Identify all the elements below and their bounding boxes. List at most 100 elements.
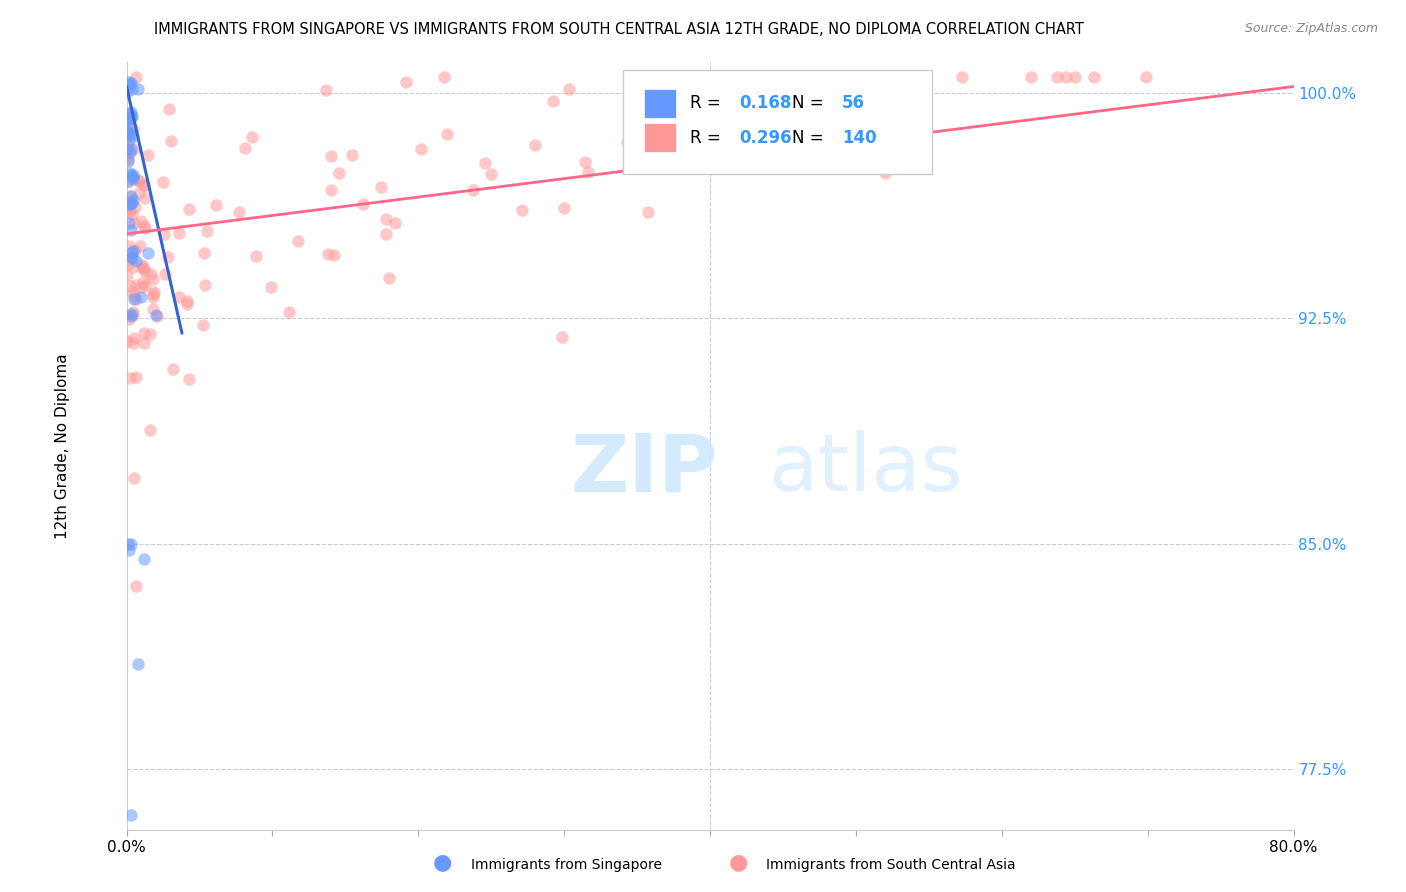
Point bbox=[139, 267, 162, 281]
Point bbox=[115, 77, 138, 91]
Text: 0.168: 0.168 bbox=[740, 94, 792, 112]
Text: ●: ● bbox=[728, 853, 748, 872]
Point bbox=[1083, 70, 1105, 85]
Point bbox=[167, 226, 190, 240]
Point bbox=[541, 94, 564, 108]
Point bbox=[122, 169, 145, 184]
Point bbox=[138, 246, 160, 260]
Point bbox=[132, 551, 155, 566]
Point bbox=[120, 168, 142, 182]
Point bbox=[125, 254, 148, 268]
Point bbox=[167, 289, 190, 303]
Point bbox=[316, 247, 339, 261]
Point bbox=[576, 164, 599, 178]
Point bbox=[118, 78, 141, 93]
Point bbox=[637, 204, 659, 219]
Point bbox=[194, 277, 217, 292]
Point bbox=[152, 175, 174, 189]
Point bbox=[129, 239, 152, 253]
Text: 0.296: 0.296 bbox=[740, 128, 792, 146]
Point bbox=[118, 216, 141, 230]
Point bbox=[132, 275, 155, 289]
Point bbox=[117, 202, 139, 217]
Point bbox=[142, 272, 165, 286]
Point bbox=[142, 302, 165, 317]
Point bbox=[124, 370, 146, 384]
Point bbox=[118, 105, 141, 120]
Point bbox=[1046, 70, 1069, 85]
Point bbox=[122, 305, 145, 319]
Point bbox=[129, 290, 152, 304]
Point bbox=[121, 109, 143, 123]
Point bbox=[131, 279, 153, 293]
Point bbox=[153, 227, 176, 241]
Point bbox=[879, 145, 901, 160]
Point bbox=[118, 129, 141, 144]
Text: ZIP: ZIP bbox=[569, 430, 717, 508]
Point bbox=[120, 223, 142, 237]
Point bbox=[115, 175, 138, 189]
Point bbox=[131, 213, 153, 227]
Point bbox=[120, 105, 142, 120]
Point bbox=[125, 292, 148, 306]
Point bbox=[121, 251, 143, 265]
Bar bbox=[644, 88, 676, 118]
Point bbox=[352, 197, 374, 211]
Point bbox=[122, 292, 145, 306]
Text: N =: N = bbox=[792, 94, 828, 112]
Point bbox=[118, 312, 141, 326]
Point bbox=[121, 260, 143, 275]
Point bbox=[551, 329, 574, 343]
Point bbox=[118, 239, 141, 253]
Point bbox=[157, 103, 180, 117]
Point bbox=[115, 268, 138, 282]
Point bbox=[436, 127, 458, 141]
Point bbox=[950, 70, 973, 85]
FancyBboxPatch shape bbox=[623, 70, 932, 174]
Point bbox=[616, 135, 638, 149]
Text: Immigrants from South Central Asia: Immigrants from South Central Asia bbox=[766, 858, 1017, 872]
Point bbox=[139, 423, 162, 437]
Point bbox=[240, 129, 263, 144]
Point bbox=[1054, 70, 1077, 85]
Point bbox=[669, 70, 692, 85]
Point bbox=[176, 294, 198, 309]
Point bbox=[134, 191, 156, 205]
Point bbox=[122, 331, 145, 345]
Point bbox=[124, 243, 146, 257]
Point bbox=[120, 189, 142, 203]
Point bbox=[132, 260, 155, 274]
Point bbox=[117, 258, 139, 272]
Point bbox=[127, 82, 149, 96]
Point bbox=[384, 216, 406, 230]
Text: Source: ZipAtlas.com: Source: ZipAtlas.com bbox=[1244, 22, 1378, 36]
Point bbox=[510, 203, 533, 218]
Point bbox=[134, 220, 156, 235]
Point bbox=[120, 142, 142, 156]
Text: ●: ● bbox=[433, 853, 453, 872]
Point bbox=[814, 70, 837, 85]
Point bbox=[127, 173, 149, 187]
Point bbox=[118, 279, 141, 293]
Point bbox=[117, 150, 139, 164]
Point bbox=[1063, 70, 1085, 85]
Point bbox=[340, 148, 363, 162]
Point bbox=[693, 112, 716, 126]
Point bbox=[162, 362, 184, 376]
Point bbox=[142, 286, 165, 301]
Point bbox=[228, 205, 250, 219]
Point bbox=[120, 111, 142, 125]
Point bbox=[120, 165, 142, 179]
Point bbox=[553, 201, 575, 215]
Point bbox=[121, 285, 143, 299]
Point bbox=[723, 70, 745, 85]
Point bbox=[131, 258, 153, 272]
Point bbox=[121, 244, 143, 259]
Text: 12th Grade, No Diploma: 12th Grade, No Diploma bbox=[55, 353, 70, 539]
Point bbox=[626, 148, 648, 162]
Text: R =: R = bbox=[690, 128, 725, 146]
Point bbox=[122, 122, 145, 136]
Point bbox=[120, 537, 142, 551]
Point bbox=[319, 183, 342, 197]
Point bbox=[120, 125, 142, 139]
